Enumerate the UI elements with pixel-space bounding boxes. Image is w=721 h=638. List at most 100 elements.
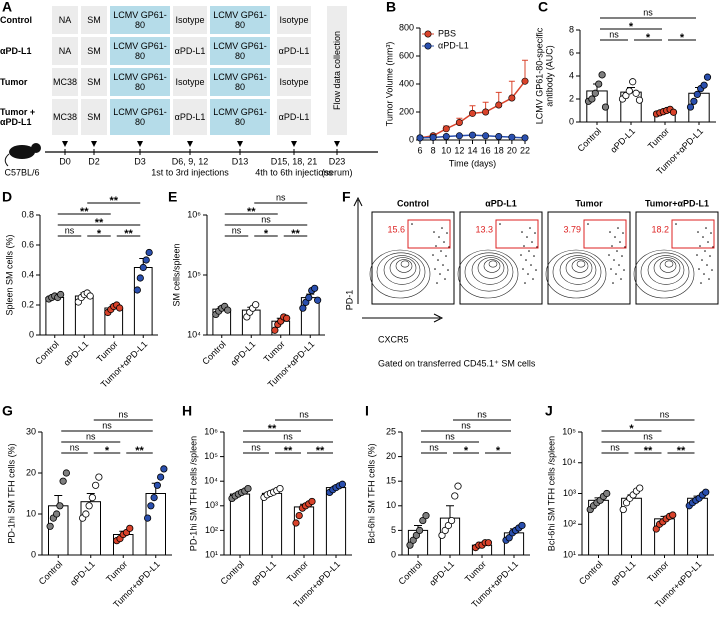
contour — [565, 257, 593, 279]
event-dot — [521, 231, 523, 233]
timeline-arrow — [187, 141, 193, 147]
significance-label: * — [646, 32, 651, 44]
data-point — [451, 492, 459, 500]
significance-label: ns — [660, 409, 670, 419]
event-dot — [523, 245, 525, 247]
contour — [640, 252, 690, 292]
y-tick-label: 0.6 — [21, 239, 34, 249]
event-dot — [618, 264, 620, 266]
data-point — [314, 296, 322, 304]
event-dot — [707, 241, 709, 243]
legend-marker — [424, 42, 432, 50]
event-dot — [411, 223, 413, 225]
event-dot — [528, 250, 530, 252]
data-point — [700, 81, 708, 89]
bar — [325, 487, 347, 556]
data-point — [53, 510, 61, 518]
data-point — [57, 290, 65, 299]
event-dot — [609, 231, 611, 233]
y-axis-label: PD-1hi SM TFH cells (%) — [6, 443, 16, 543]
data-point — [598, 71, 606, 79]
event-dot — [441, 227, 443, 229]
data-point — [690, 97, 698, 105]
y-tick-label: 10¹ — [563, 549, 576, 559]
y-tick-label: 0 — [569, 116, 574, 126]
data-point — [85, 502, 93, 510]
data-point — [62, 469, 70, 477]
gate — [671, 219, 715, 249]
data-point — [150, 493, 158, 502]
x-tick-label: 8 — [431, 145, 436, 155]
event-dot — [620, 278, 622, 280]
legend-label: αPD-L1 — [438, 40, 469, 50]
data-point — [619, 505, 627, 514]
significance-label: ** — [677, 445, 686, 457]
event-dot — [608, 254, 610, 256]
significance-label: ** — [644, 445, 653, 457]
data-point — [603, 489, 611, 498]
x-tick-label: αPD-L1 — [62, 339, 91, 368]
y-tick-label: 2 — [569, 93, 574, 103]
flow-title: Control — [397, 198, 429, 208]
event-dot — [444, 278, 446, 280]
x-tick-label: Tumor — [646, 126, 671, 151]
y-tick-label: 0 — [29, 329, 34, 339]
data-point — [419, 516, 427, 525]
x-tick-label: Control — [576, 126, 604, 154]
panel-label: A — [2, 0, 12, 15]
axis-arrow — [353, 196, 363, 304]
x-tick-label: 14 — [467, 145, 477, 155]
y-tick-label: 400 — [399, 78, 414, 88]
data-point — [505, 534, 513, 542]
event-dot — [623, 269, 625, 271]
x-tick-label: 20 — [507, 145, 517, 155]
data-point — [447, 516, 456, 525]
data-point — [442, 133, 450, 141]
timeline-arrow — [237, 141, 243, 147]
event-dot — [705, 227, 707, 229]
y-tick-label: 0.8 — [21, 209, 34, 219]
contour — [576, 260, 586, 268]
event-dot — [708, 278, 710, 280]
event-dot — [436, 282, 438, 284]
event-dot — [616, 250, 618, 252]
flow-title: αPD-L1 — [485, 198, 517, 208]
significance-label: ** — [80, 206, 89, 218]
data-point — [415, 526, 424, 535]
significance-label: ns — [86, 431, 96, 441]
data-point — [686, 103, 695, 111]
data-point — [416, 134, 424, 142]
event-dot — [447, 269, 449, 271]
bar — [80, 501, 101, 556]
bar — [145, 493, 166, 556]
event-dot — [440, 250, 442, 252]
data-point — [468, 131, 476, 139]
data-point — [521, 77, 529, 85]
significance-label: * — [680, 32, 685, 44]
x-tick-label: Tumor — [262, 339, 287, 364]
event-dot — [525, 259, 527, 261]
y-tick-label: 600 — [399, 50, 414, 60]
data-point — [484, 539, 492, 547]
significance-label: ns — [477, 409, 487, 419]
contour — [653, 257, 681, 279]
data-point — [244, 485, 252, 493]
timeline-day: D3 — [134, 156, 146, 166]
x-tick-label: Tumor — [463, 559, 488, 584]
data-point — [508, 133, 516, 141]
x-tick-label: Tumor — [645, 559, 670, 584]
panel-label: G — [2, 403, 13, 419]
event-dot — [614, 236, 616, 238]
contour — [552, 252, 602, 292]
x-tick-label: Tumor — [104, 559, 129, 584]
y-tick-label: 10⁴ — [187, 329, 201, 339]
timeline-day: D2 — [88, 156, 100, 166]
y-tick-label: 6 — [569, 47, 574, 57]
data-point — [92, 481, 100, 489]
significance-label: ** — [95, 217, 104, 229]
event-dot — [535, 269, 537, 271]
event-dot — [529, 227, 531, 229]
y-tick-label: 10⁴ — [562, 457, 576, 467]
